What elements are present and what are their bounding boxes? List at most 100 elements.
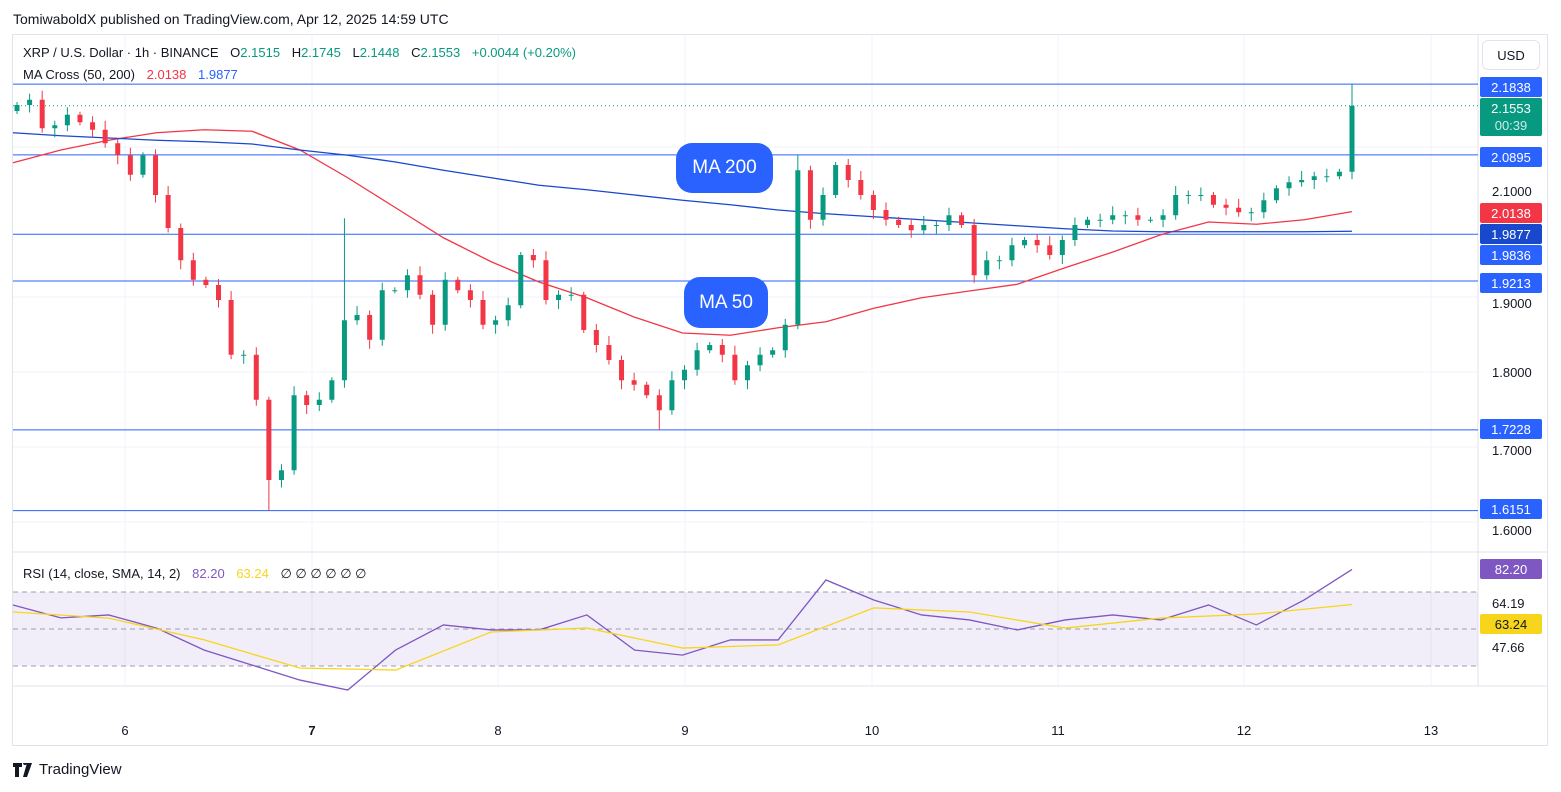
candle-body — [39, 99, 45, 129]
candle-body — [581, 294, 587, 330]
high-value: 2.1745 — [301, 45, 341, 60]
candle-body — [707, 345, 713, 351]
open-value: 2.1515 — [240, 45, 281, 60]
candle-body — [896, 219, 902, 225]
ma200-value: 1.9877 — [198, 67, 238, 82]
candle-body — [606, 345, 612, 360]
candle-body — [1034, 240, 1040, 246]
candle-body — [1135, 215, 1141, 220]
candle-body — [782, 324, 788, 351]
symbol-legend[interactable]: XRP / U.S. Dollar · 1h · BINANCE O2.1515… — [23, 45, 576, 60]
candle-body — [115, 143, 121, 156]
candle-body — [64, 114, 70, 126]
candle-body — [543, 260, 549, 300]
tradingview-logo[interactable]: TradingView — [13, 761, 122, 778]
candle-body — [556, 294, 562, 300]
candle-body — [908, 225, 914, 231]
rsi-sma-line — [12, 603, 1353, 671]
candle-body — [127, 155, 133, 175]
candle-body — [493, 320, 499, 325]
low-value: 2.1448 — [359, 45, 400, 60]
time-tick: 8 — [494, 723, 502, 738]
last-price-label: 2.1553 00:39 — [1480, 98, 1542, 136]
ma50-annotation: MA 50 — [684, 277, 768, 328]
candle-body — [1236, 207, 1242, 213]
publisher-line: TomiwaboldX published on TradingView.com… — [13, 11, 449, 27]
candle-body — [1311, 176, 1317, 180]
chart-frame[interactable] — [12, 34, 1548, 746]
candle-body — [732, 354, 738, 381]
open-label: O — [230, 45, 241, 60]
candle-body — [329, 380, 335, 400]
candle-body — [1009, 245, 1015, 261]
candle-body — [140, 155, 146, 175]
low-label: L — [352, 45, 360, 60]
candle-body — [266, 399, 272, 480]
candle-body — [631, 380, 637, 385]
currency-button[interactable]: USD — [1482, 40, 1540, 70]
candle-body — [795, 170, 801, 325]
price-tick: 1.9000 — [1492, 296, 1532, 311]
candle-body — [619, 360, 625, 381]
candle-body — [228, 300, 234, 355]
candle-body — [102, 129, 108, 144]
candle-body — [480, 300, 486, 325]
ma-title: MA Cross (50, 200) — [23, 67, 135, 82]
candle-body — [870, 195, 876, 210]
candle-body — [190, 260, 196, 280]
candle-body — [467, 290, 473, 300]
last-price-value: 2.1553 — [1491, 101, 1531, 116]
candle-body — [883, 210, 889, 220]
candle-body — [757, 354, 763, 366]
candle-body — [1110, 215, 1116, 220]
candle-body — [1085, 219, 1091, 225]
candle-body — [984, 260, 990, 276]
bar-countdown: 00:39 — [1494, 118, 1528, 133]
candle-body — [1022, 240, 1028, 246]
level-label: 1.9213 — [1480, 273, 1542, 293]
price-tick: 1.8000 — [1492, 365, 1532, 380]
level-label: 1.6151 — [1480, 499, 1542, 519]
ma-legend[interactable]: MA Cross (50, 200) 2.0138 1.9877 — [23, 67, 238, 82]
candle-body — [656, 395, 662, 411]
candle-body — [1248, 212, 1254, 214]
time-tick: 11 — [1051, 723, 1065, 738]
candle-body — [1097, 219, 1103, 221]
high-label: H — [291, 45, 302, 60]
ma50-line — [12, 129, 1353, 336]
candle-body — [933, 225, 939, 226]
candle-body — [316, 399, 322, 405]
rsi-value-label: 82.20 — [1480, 559, 1542, 579]
candle-body — [996, 260, 1002, 262]
candle-body — [1286, 182, 1292, 189]
rsi-title: RSI (14, close, SMA, 14, 2) — [23, 566, 181, 581]
logo-text: TradingView — [39, 761, 122, 778]
rsi-sma-value: 63.24 — [236, 566, 269, 581]
rsi-tick: 64.19 — [1492, 596, 1525, 611]
rsi-line — [12, 568, 1353, 691]
candle-body — [593, 330, 599, 345]
candle-body — [77, 114, 83, 123]
rsi-legend[interactable]: RSI (14, close, SMA, 14, 2) 82.20 63.24 … — [23, 566, 367, 582]
candle-body — [1122, 215, 1128, 217]
close-value: 2.1553 — [420, 45, 461, 60]
level-label: 1.7228 — [1480, 419, 1542, 439]
candle-body — [1324, 176, 1330, 178]
candle-body — [1072, 225, 1078, 240]
candle-body — [14, 105, 20, 111]
candle-body — [1273, 188, 1279, 201]
candle-body — [1210, 195, 1216, 205]
candle-body — [455, 279, 461, 291]
candle-body — [90, 122, 96, 130]
candle-body — [379, 290, 385, 340]
candle-body — [354, 315, 360, 321]
candle-body — [341, 320, 347, 381]
candle-body — [946, 215, 952, 225]
candle-body — [1336, 171, 1342, 177]
candle-body — [1173, 195, 1179, 216]
candle-body — [404, 275, 410, 291]
price-tick: 1.6000 — [1492, 523, 1532, 538]
candle-body — [530, 255, 536, 261]
candle-body — [153, 155, 159, 195]
